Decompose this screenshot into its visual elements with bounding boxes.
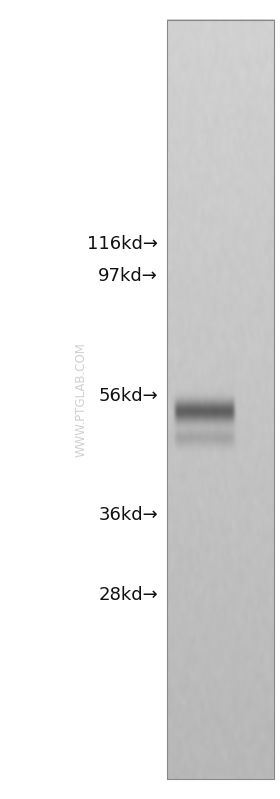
Text: 97kd→: 97kd→: [98, 267, 158, 284]
Text: WWW.PTGLAB.COM: WWW.PTGLAB.COM: [75, 342, 88, 457]
Text: 56kd→: 56kd→: [99, 387, 158, 404]
Text: 116kd→: 116kd→: [87, 235, 158, 252]
Bar: [167, 20, 274, 779]
Text: 36kd→: 36kd→: [99, 507, 158, 524]
Text: 28kd→: 28kd→: [99, 586, 158, 604]
